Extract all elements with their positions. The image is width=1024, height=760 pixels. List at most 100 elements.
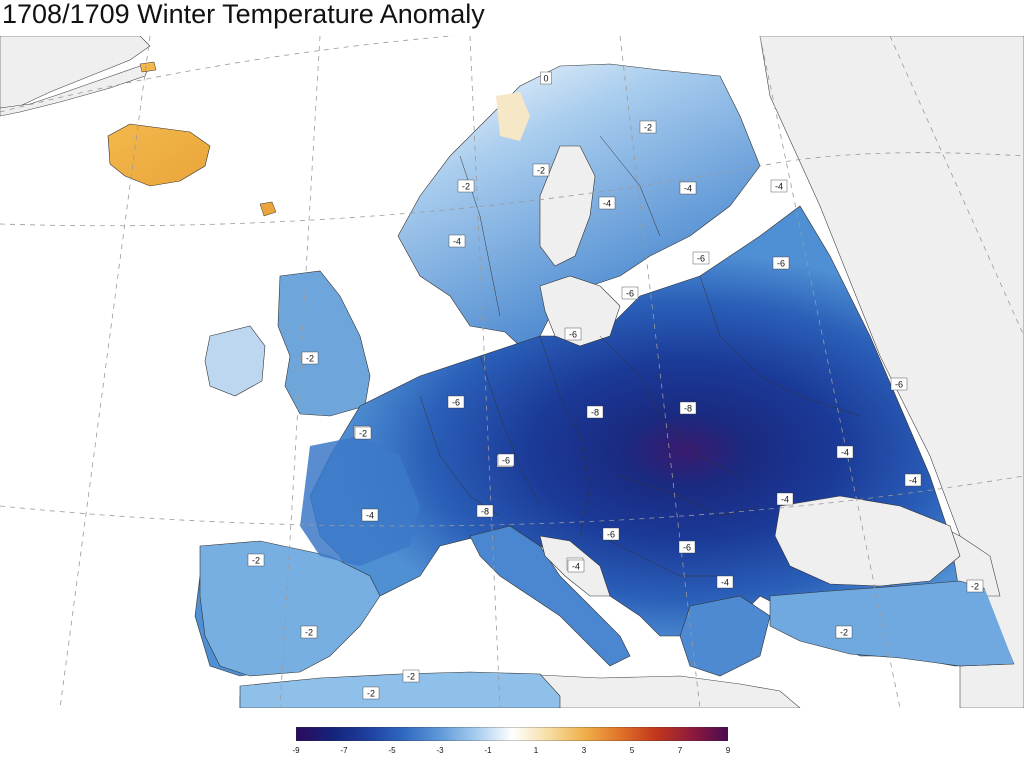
- contour-label: -4: [679, 181, 697, 195]
- contour-label-text: -6: [895, 380, 903, 390]
- contour-label-text: -6: [697, 254, 705, 264]
- contour-label-text: -2: [971, 582, 979, 592]
- contour-label-text: -6: [607, 530, 615, 540]
- colorbar-tick-label: 7: [677, 746, 683, 755]
- contour-label-text: -4: [572, 562, 580, 572]
- contour-label-box: [770, 179, 788, 193]
- contour-label-text: -4: [684, 184, 692, 194]
- contour-label: -4: [904, 473, 922, 487]
- colorbar-tick-label: -7: [340, 746, 348, 755]
- contour-label-box: [448, 234, 466, 248]
- contour-label-text: -8: [481, 507, 489, 517]
- contour-label-box: [567, 559, 585, 573]
- contour-label-text: -4: [781, 495, 789, 505]
- contour-label: -4: [776, 492, 794, 506]
- italy: [469, 525, 631, 667]
- map-svg: 0 -2 -2 -2 -4 -4 -4 -2 -4 -6 -6 -6 -6 -2 -6 -8 -8 -6 -4 -6 -…: [0, 36, 1024, 708]
- contour-label-text: -2: [407, 672, 415, 682]
- colorbar-tick-label: -1: [484, 746, 492, 755]
- colorbar: [295, 726, 729, 742]
- contour-label: -2: [301, 351, 319, 365]
- colorbar-rect: [295, 726, 729, 742]
- contour-label-box: [457, 179, 475, 193]
- colorbar-tick-label: 9: [725, 746, 731, 755]
- contour-label-text: -2: [644, 123, 652, 133]
- contour-label-text: -4: [775, 182, 783, 192]
- contour-label-text: -2: [462, 182, 470, 192]
- anomaly-map: 0 -2 -2 -2 -4 -4 -4 -2 -4 -6 -6 -6 -6 -2 -6 -8 -8 -6 -4 -6 -…: [0, 36, 1024, 708]
- turkey: [769, 580, 1014, 667]
- contour-label: -8: [586, 405, 604, 419]
- contour-label: -2: [362, 686, 380, 700]
- contour-label: -6: [772, 256, 790, 270]
- contour-label-box: [716, 575, 734, 589]
- contour-label-box: [598, 196, 616, 210]
- contour-label: -6: [447, 395, 465, 409]
- contour-label-text: -6: [569, 330, 577, 340]
- contour-label-text: -4: [366, 511, 374, 521]
- colorbar-ticks: -9 -7 -5 -3 -1 1 3 5 7 9: [0, 746, 1024, 760]
- colorbar-tick-label: 3: [581, 746, 587, 755]
- graticule: [0, 36, 1024, 708]
- contour-label-text: -6: [502, 456, 510, 466]
- contour-label-text: -8: [591, 408, 599, 418]
- contour-label: -4: [836, 445, 854, 459]
- contour-labels: 0 -2 -2 -2 -4 -4 -4 -2 -4 -6 -6 -6 -6 -2 -6 -8 -8 -6 -4 -6 -…: [247, 71, 984, 700]
- contour-label: -4: [448, 234, 466, 248]
- contour-label: -6: [890, 377, 908, 391]
- contour-label: -2: [247, 553, 265, 567]
- contour-label: -2: [300, 625, 318, 639]
- france-west: [300, 436, 420, 566]
- contour-label: -6: [602, 527, 620, 541]
- contour-label-box: [890, 377, 908, 391]
- contour-label-text: -6: [452, 398, 460, 408]
- contour-label-box: [301, 351, 319, 365]
- contour-label: -6: [564, 327, 582, 341]
- contour-label: -4: [716, 575, 734, 589]
- faroe-islands: [259, 201, 277, 217]
- contour-label-box: [564, 327, 582, 341]
- contour-label: -4: [361, 508, 379, 522]
- contour-label-text: -2: [840, 628, 848, 638]
- contour-label: -2: [639, 120, 657, 134]
- baltic-sea: [539, 275, 621, 347]
- contour-label-text: -4: [909, 476, 917, 486]
- data-field: [194, 63, 1014, 708]
- contour-label-box: [476, 504, 494, 518]
- contour-label-box: [362, 686, 380, 700]
- contour-label-text: -4: [721, 578, 729, 588]
- contour-label: -2: [457, 179, 475, 193]
- colorbar-tick-label: -5: [388, 746, 396, 755]
- contour-label-box: [678, 540, 696, 554]
- colorbar-tick-label: -9: [292, 746, 300, 755]
- contour-label-box: [532, 163, 550, 177]
- contour-label-box: [447, 395, 465, 409]
- contour-label: -8: [476, 504, 494, 518]
- contour-label-text: -2: [537, 166, 545, 176]
- iceland: [107, 123, 211, 187]
- contour-label-box: [361, 508, 379, 522]
- contour-label-text: -4: [603, 199, 611, 209]
- contour-label-box: [639, 120, 657, 134]
- contour-label: -2: [354, 426, 372, 440]
- contour-label-box: [354, 426, 372, 440]
- contour-label: -4: [567, 559, 585, 573]
- contour-label-box: [679, 401, 697, 415]
- black-sea: [774, 495, 961, 587]
- contour-label-text: -6: [683, 543, 691, 553]
- colorbar-svg: [295, 726, 729, 742]
- contour-label-text: -8: [684, 404, 692, 414]
- contour-label: 0: [540, 71, 552, 85]
- contour-label-box: [772, 256, 790, 270]
- contour-label-text: -2: [306, 354, 314, 364]
- warm-patch-north: [496, 92, 530, 141]
- contour-label-text: -6: [777, 259, 785, 269]
- contour-label-box: [679, 181, 697, 195]
- contour-label-box: [300, 625, 318, 639]
- contour-label: -2: [402, 669, 420, 683]
- contour-label: -2: [835, 625, 853, 639]
- contour-label-box: [836, 445, 854, 459]
- contour-label-box: [402, 669, 420, 683]
- contour-label-text: -2: [367, 689, 375, 699]
- contour-label: -6: [497, 453, 515, 467]
